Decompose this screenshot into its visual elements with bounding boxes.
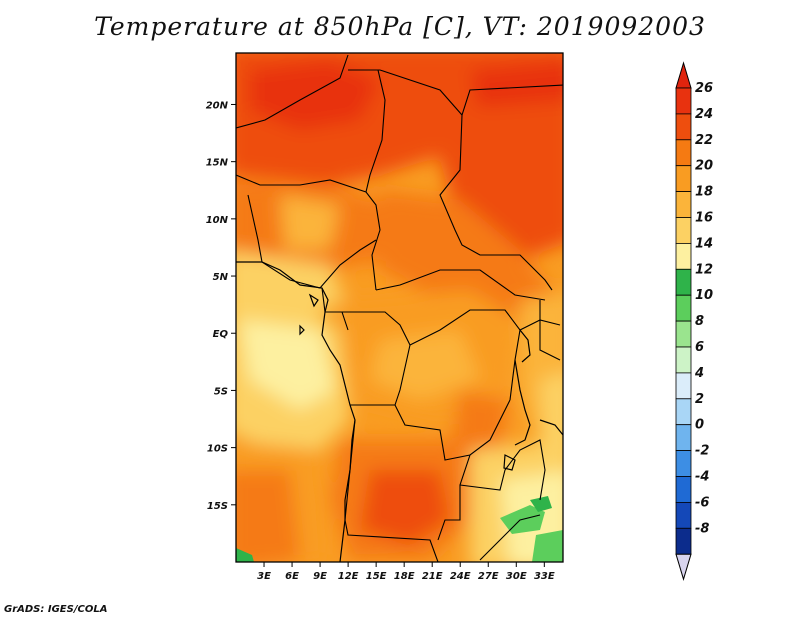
colorbar-swatch bbox=[675, 217, 692, 244]
colorbar-bottom-triangle bbox=[675, 553, 692, 581]
lon-tick-label: 6E bbox=[285, 571, 299, 582]
lon-tick-label: 30E bbox=[506, 571, 527, 582]
lon-tick-label: 9E bbox=[313, 571, 327, 582]
lon-tick-label: 3E bbox=[257, 571, 271, 582]
colorbar-label: 6 bbox=[695, 340, 704, 355]
colorbar-swatch bbox=[675, 476, 692, 503]
lat-tick-label: 10S bbox=[207, 444, 228, 455]
colorbar-swatch bbox=[675, 113, 692, 141]
colorbar-label: -2 bbox=[695, 444, 709, 459]
colorbar-swatch bbox=[675, 268, 692, 296]
colorbar-label: 20 bbox=[695, 159, 713, 174]
lon-tick-label: 15E bbox=[366, 571, 387, 582]
colorbar-swatch bbox=[675, 320, 692, 348]
colorbar-label: 0 bbox=[695, 418, 704, 433]
colorbar-swatch bbox=[675, 242, 692, 270]
lat-tick-label: 15S bbox=[207, 501, 228, 512]
colorbar-label: 26 bbox=[695, 81, 713, 96]
lat-tick-label: EQ bbox=[213, 329, 229, 340]
colorbar-swatch bbox=[675, 165, 692, 192]
colorbar-swatch bbox=[675, 139, 692, 167]
map-frame bbox=[235, 52, 564, 563]
lat-tick-label: 15N bbox=[206, 158, 229, 169]
colorbar-label: 18 bbox=[695, 185, 713, 200]
colorbar-swatch bbox=[675, 398, 692, 426]
colorbar-swatch bbox=[675, 346, 692, 374]
colorbar-label: -8 bbox=[695, 521, 709, 536]
lon-tick-label: 33E bbox=[534, 571, 555, 582]
colorbar-swatch bbox=[675, 501, 692, 529]
lat-tick-label: 10N bbox=[206, 215, 229, 226]
lat-tick-label: 20N bbox=[206, 100, 229, 111]
lon-tick-label: 27E bbox=[478, 571, 499, 582]
longitude-axis: 3E 6E 9E 12E 15E 18E 21E 24E 27E 30E 33E bbox=[257, 562, 555, 582]
colorbar-swatch bbox=[675, 87, 692, 115]
colorbar-label: -6 bbox=[695, 495, 709, 510]
lon-tick-label: 21E bbox=[422, 571, 443, 582]
colorbar-label: 4 bbox=[694, 366, 704, 381]
map-title: Temperature at 850hPa [C], VT: 201909200… bbox=[94, 12, 706, 41]
colorbar-label: 22 bbox=[695, 133, 713, 148]
latitude-axis: 20N 15N 10N 5N EQ 5S 10S 15S bbox=[206, 100, 236, 512]
colorbar-swatch bbox=[675, 450, 692, 477]
colorbar-label: 10 bbox=[695, 288, 713, 303]
lat-tick-label: 5N bbox=[213, 272, 229, 283]
colorbar-label: 14 bbox=[695, 236, 713, 251]
lon-tick-label: 12E bbox=[338, 571, 359, 582]
lon-tick-label: 18E bbox=[394, 571, 415, 582]
lat-tick-label: 5S bbox=[214, 386, 228, 397]
lon-tick-label: 24E bbox=[450, 571, 471, 582]
colorbar-swatch bbox=[675, 424, 692, 452]
colorbar-label: 24 bbox=[695, 107, 713, 122]
colorbar-label: 12 bbox=[695, 262, 713, 277]
colorbar-swatch bbox=[675, 191, 692, 218]
colorbar-label: 8 bbox=[695, 314, 704, 329]
colorbar-swatch bbox=[675, 294, 692, 322]
colorbar-label: 16 bbox=[695, 211, 713, 226]
colorbar-swatch bbox=[675, 527, 692, 555]
colorbar-label: -4 bbox=[695, 470, 709, 485]
colorbar-swatch bbox=[675, 372, 692, 400]
colorbar-top-triangle bbox=[675, 61, 692, 89]
temperature-field bbox=[236, 53, 563, 562]
coastline bbox=[236, 261, 563, 562]
grads-credit: GrADS: IGES/COLA bbox=[4, 604, 108, 615]
colorbar-label: 2 bbox=[695, 392, 704, 407]
